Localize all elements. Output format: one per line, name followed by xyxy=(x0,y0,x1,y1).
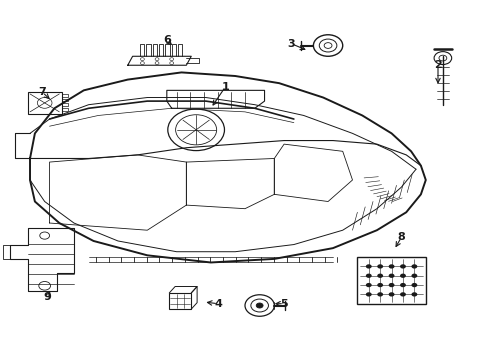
Circle shape xyxy=(389,283,394,287)
Text: 4: 4 xyxy=(214,299,222,309)
Circle shape xyxy=(366,264,372,269)
Circle shape xyxy=(389,292,394,297)
Circle shape xyxy=(389,274,394,278)
Text: 3: 3 xyxy=(288,39,295,49)
Text: 5: 5 xyxy=(280,299,288,309)
Circle shape xyxy=(412,283,417,287)
Circle shape xyxy=(366,292,372,297)
Circle shape xyxy=(400,264,406,269)
Circle shape xyxy=(400,274,406,278)
Circle shape xyxy=(377,292,383,297)
Text: 6: 6 xyxy=(163,35,171,45)
Text: 1: 1 xyxy=(221,82,229,92)
Bar xyxy=(169,293,191,309)
Circle shape xyxy=(412,274,417,278)
Circle shape xyxy=(366,283,372,287)
Text: 9: 9 xyxy=(43,292,51,302)
Circle shape xyxy=(377,283,383,287)
Circle shape xyxy=(377,274,383,278)
Text: 2: 2 xyxy=(434,60,442,70)
Circle shape xyxy=(400,292,406,297)
Text: 7: 7 xyxy=(38,87,46,97)
Circle shape xyxy=(377,264,383,269)
Text: 8: 8 xyxy=(397,232,405,242)
Circle shape xyxy=(400,283,406,287)
Circle shape xyxy=(389,264,394,269)
Circle shape xyxy=(256,303,263,308)
Circle shape xyxy=(412,292,417,297)
Circle shape xyxy=(412,264,417,269)
Bar xyxy=(357,257,426,304)
Circle shape xyxy=(366,274,372,278)
Bar xyxy=(27,92,62,114)
